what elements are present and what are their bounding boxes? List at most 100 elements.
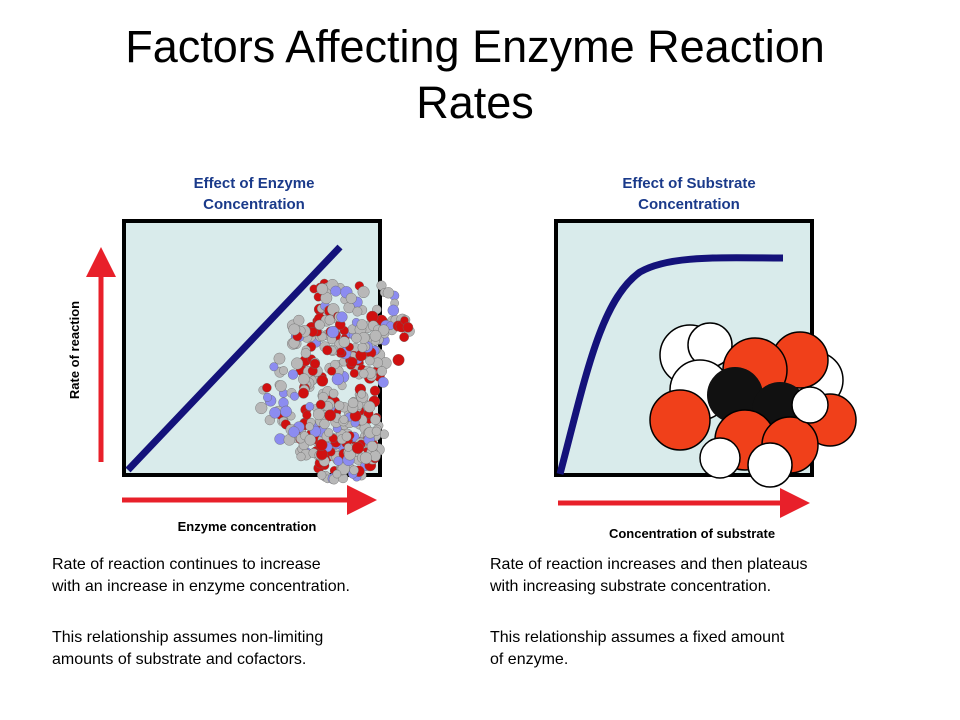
atom bbox=[345, 292, 357, 304]
atom bbox=[300, 348, 311, 359]
atom bbox=[359, 451, 373, 465]
atom bbox=[365, 356, 375, 366]
atom bbox=[356, 319, 368, 331]
atom bbox=[316, 283, 328, 295]
atom bbox=[328, 388, 339, 399]
atom bbox=[293, 314, 305, 326]
atom bbox=[370, 414, 381, 425]
atom bbox=[351, 332, 362, 344]
caption: Rate of reaction increases and then plat… bbox=[490, 556, 808, 573]
caption: with increasing substrate concentration. bbox=[489, 578, 771, 595]
title: Rates bbox=[416, 77, 534, 128]
atom bbox=[319, 418, 330, 430]
atom bbox=[336, 347, 346, 357]
atom bbox=[369, 329, 382, 342]
atom bbox=[357, 342, 368, 353]
atom bbox=[359, 369, 369, 379]
atom bbox=[287, 369, 299, 380]
atom bbox=[312, 408, 325, 421]
atom bbox=[305, 402, 315, 411]
caption: with an increase in enzyme concentration… bbox=[51, 578, 350, 595]
atom bbox=[288, 323, 301, 336]
substrate-molecule bbox=[649, 322, 857, 488]
atom bbox=[324, 428, 334, 438]
atom bbox=[269, 407, 281, 419]
atom bbox=[309, 358, 321, 369]
curve bbox=[556, 254, 784, 475]
atom bbox=[302, 410, 312, 420]
caption: This relationship assumes non-limiting bbox=[52, 629, 323, 646]
left-panel: Effect of Enzyme Concentration Rate of r… bbox=[51, 175, 415, 668]
atom bbox=[349, 368, 359, 378]
atom bbox=[298, 373, 310, 385]
caption: Rate of reaction continues to increase bbox=[52, 556, 321, 573]
y-label: Rate of reaction bbox=[67, 301, 82, 399]
atom bbox=[347, 397, 359, 409]
atom bbox=[291, 357, 304, 370]
atom bbox=[330, 285, 342, 297]
atom bbox=[347, 356, 358, 368]
atom bbox=[336, 311, 348, 323]
atom bbox=[387, 304, 400, 317]
curve bbox=[125, 244, 343, 473]
caption: of enzyme. bbox=[490, 651, 568, 668]
atom bbox=[315, 399, 326, 410]
atom bbox=[305, 422, 314, 431]
atom bbox=[369, 385, 381, 396]
right-panel: Effect of Substrate Concentration Concen… bbox=[489, 175, 857, 668]
panel-heading: Effect of Enzyme bbox=[194, 175, 315, 192]
atom bbox=[290, 391, 299, 401]
atom bbox=[366, 440, 378, 452]
caption: This relationship assumes a fixed amount bbox=[490, 629, 785, 646]
atom bbox=[378, 324, 390, 336]
atom bbox=[376, 366, 387, 377]
atom bbox=[349, 465, 359, 475]
atom bbox=[344, 443, 353, 452]
atom bbox=[357, 389, 366, 399]
atom bbox=[288, 426, 300, 438]
atom bbox=[334, 400, 345, 411]
atom bbox=[298, 387, 309, 399]
atom bbox=[333, 456, 344, 466]
panel-heading: Concentration bbox=[638, 196, 740, 213]
atom bbox=[262, 383, 272, 393]
atom bbox=[352, 306, 363, 317]
atom bbox=[316, 375, 329, 387]
atom bbox=[339, 415, 349, 424]
atom bbox=[304, 434, 316, 446]
atom bbox=[324, 409, 337, 422]
atom bbox=[327, 366, 337, 376]
panel-heading: Effect of Substrate bbox=[622, 175, 755, 192]
atom bbox=[326, 326, 339, 339]
atom bbox=[273, 352, 286, 365]
title: Factors Affecting Enzyme Reaction bbox=[125, 21, 825, 72]
enzyme-molecule bbox=[255, 278, 415, 485]
atom bbox=[338, 336, 350, 348]
atom bbox=[357, 286, 370, 298]
atom bbox=[351, 441, 364, 454]
atom bbox=[331, 373, 344, 386]
x-label: Enzyme concentration bbox=[178, 519, 317, 534]
x-label: Concentration of substrate bbox=[609, 526, 775, 541]
atom bbox=[341, 431, 352, 442]
atom bbox=[263, 392, 272, 402]
atom bbox=[324, 314, 336, 326]
atom bbox=[332, 469, 342, 479]
atom bbox=[399, 332, 409, 342]
atom bbox=[255, 401, 268, 415]
atom bbox=[280, 405, 292, 418]
atom bbox=[377, 376, 389, 388]
atom bbox=[371, 426, 381, 436]
caption: amounts of substrate and cofactors. bbox=[52, 651, 306, 668]
atom bbox=[279, 366, 288, 375]
atom bbox=[275, 380, 287, 392]
panel-heading: Concentration bbox=[203, 196, 305, 213]
atom bbox=[402, 322, 414, 333]
atom bbox=[314, 319, 325, 331]
atom bbox=[315, 439, 328, 451]
atom bbox=[317, 470, 327, 480]
atom bbox=[392, 354, 405, 366]
atom bbox=[269, 362, 279, 372]
atom bbox=[382, 287, 395, 299]
